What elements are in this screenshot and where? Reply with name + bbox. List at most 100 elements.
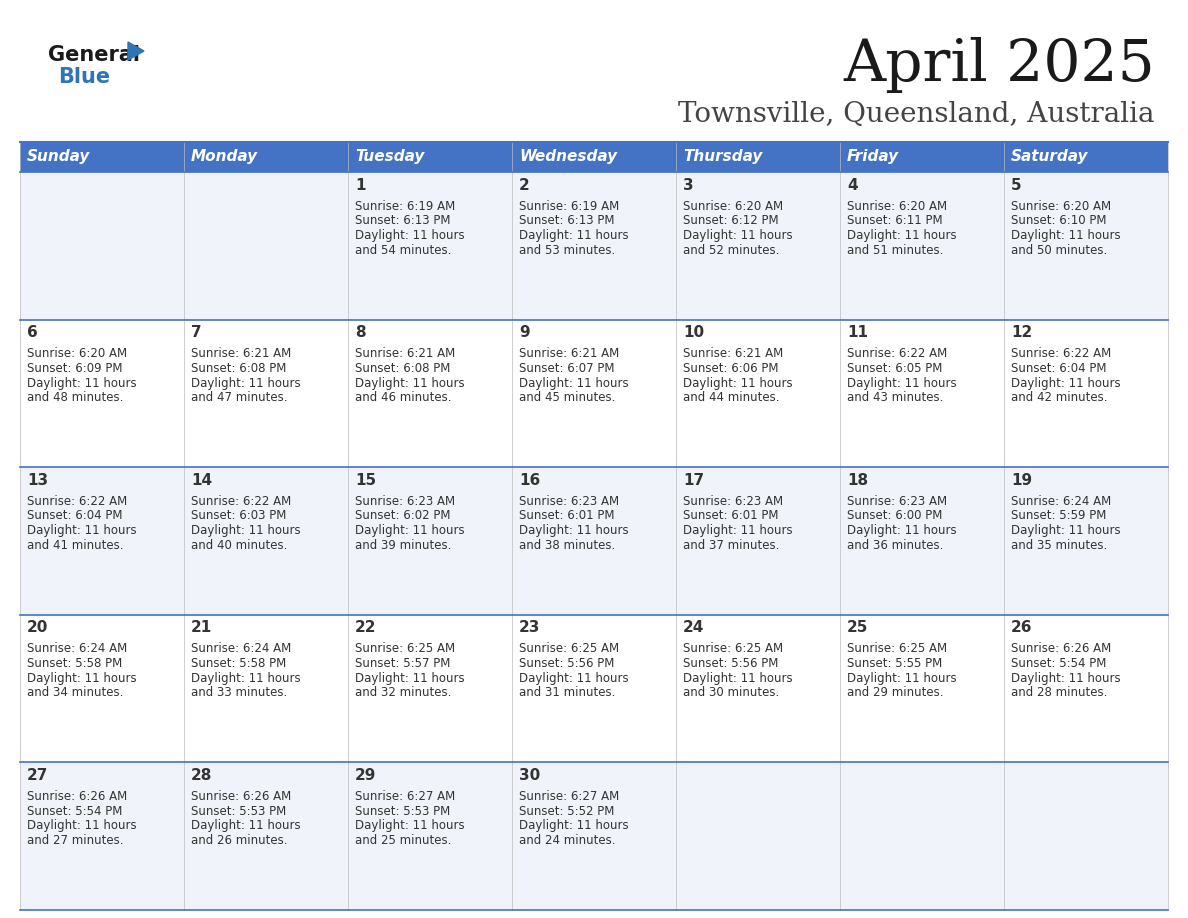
Text: 15: 15 [355, 473, 377, 487]
Text: Thursday: Thursday [683, 150, 763, 164]
Text: Sunrise: 6:23 AM: Sunrise: 6:23 AM [519, 495, 619, 508]
Text: 19: 19 [1011, 473, 1032, 487]
Text: Sunrise: 6:22 AM: Sunrise: 6:22 AM [27, 495, 127, 508]
Bar [676, 172, 840, 319]
Text: 26: 26 [1011, 621, 1032, 635]
Text: Sunset: 5:56 PM: Sunset: 5:56 PM [683, 657, 778, 670]
Text: 10: 10 [683, 325, 704, 340]
Text: and 26 minutes.: and 26 minutes. [191, 834, 287, 847]
Text: 7: 7 [191, 325, 202, 340]
Text: Sunrise: 6:20 AM: Sunrise: 6:20 AM [27, 347, 127, 360]
Text: 3: 3 [683, 177, 694, 193]
Bar [676, 319, 840, 467]
Text: Sunrise: 6:25 AM: Sunrise: 6:25 AM [519, 643, 619, 655]
Text: Sunset: 6:04 PM: Sunset: 6:04 PM [27, 509, 122, 522]
Text: Sunset: 5:53 PM: Sunset: 5:53 PM [355, 804, 450, 818]
Text: Sunrise: 6:27 AM: Sunrise: 6:27 AM [355, 789, 455, 803]
Text: 12: 12 [1011, 325, 1032, 340]
Text: Daylight: 11 hours: Daylight: 11 hours [683, 524, 792, 537]
Text: Sunrise: 6:24 AM: Sunrise: 6:24 AM [191, 643, 291, 655]
Text: Sunrise: 6:22 AM: Sunrise: 6:22 AM [191, 495, 291, 508]
Text: Sunrise: 6:24 AM: Sunrise: 6:24 AM [1011, 495, 1111, 508]
Text: Daylight: 11 hours: Daylight: 11 hours [847, 229, 956, 242]
Text: 16: 16 [519, 473, 541, 487]
Text: Sunset: 6:10 PM: Sunset: 6:10 PM [1011, 214, 1106, 227]
Text: 2: 2 [519, 177, 530, 193]
Text: and 40 minutes.: and 40 minutes. [191, 539, 287, 552]
Text: and 54 minutes.: and 54 minutes. [355, 243, 451, 257]
Text: Monday: Monday [191, 150, 258, 164]
Text: Daylight: 11 hours: Daylight: 11 hours [355, 229, 465, 242]
Text: Sunset: 6:01 PM: Sunset: 6:01 PM [683, 509, 778, 522]
Text: and 42 minutes.: and 42 minutes. [1011, 391, 1107, 404]
Text: Sunset: 6:08 PM: Sunset: 6:08 PM [355, 362, 450, 375]
Bar [348, 615, 512, 763]
Text: Sunrise: 6:19 AM: Sunrise: 6:19 AM [355, 199, 455, 212]
Text: Sunday: Sunday [27, 150, 90, 164]
Text: 6: 6 [27, 325, 38, 340]
Text: Sunset: 5:58 PM: Sunset: 5:58 PM [27, 657, 122, 670]
Bar [20, 763, 184, 910]
Text: Sunset: 5:53 PM: Sunset: 5:53 PM [191, 804, 286, 818]
Text: Daylight: 11 hours: Daylight: 11 hours [27, 376, 137, 389]
Bar [1004, 763, 1168, 910]
Text: Daylight: 11 hours: Daylight: 11 hours [27, 819, 137, 833]
Text: Sunset: 6:02 PM: Sunset: 6:02 PM [355, 509, 450, 522]
Text: 9: 9 [519, 325, 530, 340]
Text: 8: 8 [355, 325, 366, 340]
Text: Sunset: 5:57 PM: Sunset: 5:57 PM [355, 657, 450, 670]
Text: Sunset: 5:58 PM: Sunset: 5:58 PM [191, 657, 286, 670]
Bar [1004, 319, 1168, 467]
Text: Daylight: 11 hours: Daylight: 11 hours [355, 672, 465, 685]
Text: Daylight: 11 hours: Daylight: 11 hours [355, 819, 465, 833]
Text: Daylight: 11 hours: Daylight: 11 hours [1011, 229, 1120, 242]
Text: and 36 minutes.: and 36 minutes. [847, 539, 943, 552]
Text: Daylight: 11 hours: Daylight: 11 hours [191, 524, 301, 537]
Bar [676, 467, 840, 615]
Text: Sunrise: 6:19 AM: Sunrise: 6:19 AM [519, 199, 619, 212]
Text: 21: 21 [191, 621, 213, 635]
Text: Sunset: 6:06 PM: Sunset: 6:06 PM [683, 362, 778, 375]
Text: Daylight: 11 hours: Daylight: 11 hours [519, 229, 628, 242]
Bar [20, 142, 1168, 172]
Text: and 25 minutes.: and 25 minutes. [355, 834, 451, 847]
Text: and 31 minutes.: and 31 minutes. [519, 687, 615, 700]
Text: 25: 25 [847, 621, 868, 635]
Text: Daylight: 11 hours: Daylight: 11 hours [683, 672, 792, 685]
Bar [840, 319, 1004, 467]
Text: Sunrise: 6:27 AM: Sunrise: 6:27 AM [519, 789, 619, 803]
Text: Daylight: 11 hours: Daylight: 11 hours [519, 819, 628, 833]
Text: Sunset: 5:56 PM: Sunset: 5:56 PM [519, 657, 614, 670]
Text: Sunset: 6:11 PM: Sunset: 6:11 PM [847, 214, 942, 227]
Text: and 29 minutes.: and 29 minutes. [847, 687, 943, 700]
Text: Daylight: 11 hours: Daylight: 11 hours [847, 524, 956, 537]
Text: Daylight: 11 hours: Daylight: 11 hours [847, 376, 956, 389]
Text: 24: 24 [683, 621, 704, 635]
Text: Tuesday: Tuesday [355, 150, 424, 164]
Text: Sunrise: 6:20 AM: Sunrise: 6:20 AM [1011, 199, 1111, 212]
Text: Friday: Friday [847, 150, 899, 164]
Bar [512, 467, 676, 615]
Text: Daylight: 11 hours: Daylight: 11 hours [683, 376, 792, 389]
Text: and 45 minutes.: and 45 minutes. [519, 391, 615, 404]
Text: Daylight: 11 hours: Daylight: 11 hours [191, 819, 301, 833]
Bar [1004, 467, 1168, 615]
Text: Sunrise: 6:21 AM: Sunrise: 6:21 AM [683, 347, 783, 360]
Text: Wednesday: Wednesday [519, 150, 617, 164]
Text: 13: 13 [27, 473, 49, 487]
Text: Daylight: 11 hours: Daylight: 11 hours [519, 524, 628, 537]
Text: 29: 29 [355, 767, 377, 783]
Text: and 51 minutes.: and 51 minutes. [847, 243, 943, 257]
Text: 18: 18 [847, 473, 868, 487]
Text: Sunset: 6:08 PM: Sunset: 6:08 PM [191, 362, 286, 375]
Bar [512, 763, 676, 910]
Text: Sunset: 6:13 PM: Sunset: 6:13 PM [355, 214, 450, 227]
Bar [676, 763, 840, 910]
Text: Sunrise: 6:25 AM: Sunrise: 6:25 AM [847, 643, 947, 655]
Text: and 53 minutes.: and 53 minutes. [519, 243, 615, 257]
Text: 27: 27 [27, 767, 49, 783]
Text: and 33 minutes.: and 33 minutes. [191, 687, 287, 700]
Text: Sunrise: 6:23 AM: Sunrise: 6:23 AM [847, 495, 947, 508]
Bar [1004, 172, 1168, 319]
Text: Blue: Blue [58, 67, 110, 87]
